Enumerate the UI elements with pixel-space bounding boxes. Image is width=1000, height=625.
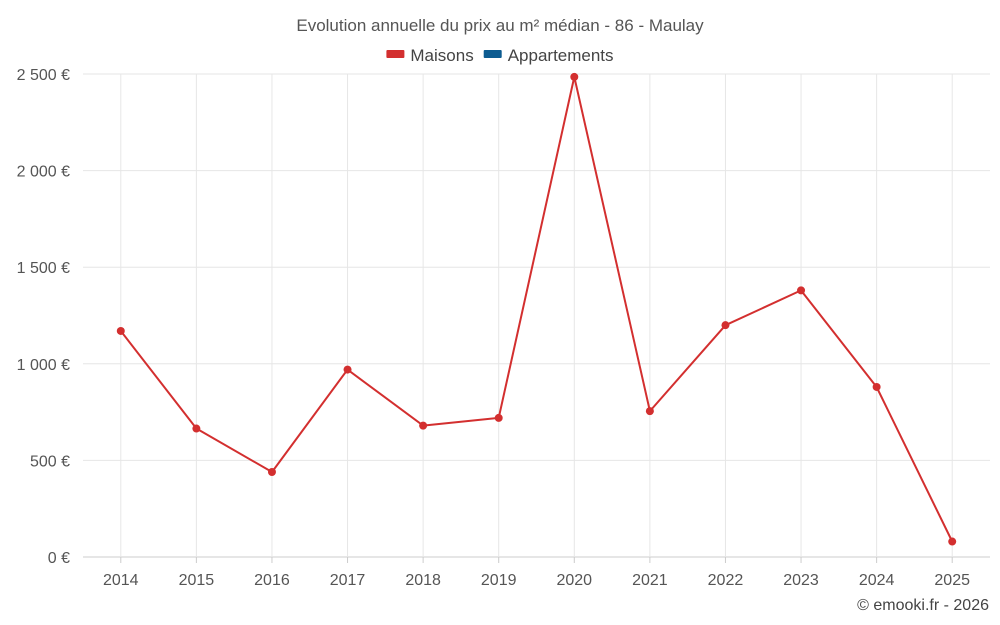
x-tick-label: 2021 [632,572,668,589]
legend-label: Appartements [508,46,614,65]
legend: Maisons Appartements [386,46,614,65]
data-point [721,321,730,330]
legend-swatch [483,50,502,58]
x-tick-label: 2022 [708,572,744,589]
legend-label: Maisons [410,46,473,65]
data-point [343,365,352,374]
x-axis: 2014 2015 2016 2017 2018 2019 2020 2021 2022 2023… [103,557,970,589]
y-tick-label: 0 € [48,550,70,567]
x-tick-label: 2015 [179,572,215,589]
legend-item-appartements: Appartements [483,46,614,65]
x-tick-label: 2020 [556,572,592,589]
legend-swatch [386,50,405,58]
credit-text: © emooki.fr - 2026 [857,597,989,614]
x-tick-label: 2023 [783,572,819,589]
x-tick-label: 2016 [254,572,290,589]
x-tick-label: 2019 [481,572,517,589]
data-point [116,326,125,335]
y-tick-label: 500 € [30,453,70,470]
data-point [948,537,957,546]
data-point [267,467,276,476]
x-tick-label: 2024 [859,572,895,589]
y-tick-label: 1 500 € [17,260,70,277]
series-line-maisons [120,75,954,542]
x-tick-label: 2014 [103,572,139,589]
y-tick-label: 2 000 € [17,164,70,181]
y-tick-label: 2 500 € [17,67,70,84]
data-point [872,382,881,391]
series-layer [116,72,957,546]
y-axis: 0 € 500 € 1 000 € 1 500 € 2 000 € 2 500 € [17,67,70,567]
grid [83,73,990,558]
data-point [494,413,503,422]
x-tick-label: 2025 [934,572,970,589]
x-tick-label: 2018 [405,572,441,589]
chart-title: Evolution annuelle du prix au m² médian … [296,16,704,35]
data-point [419,421,428,430]
legend-item-maisons: Maisons [386,46,474,65]
data-point [570,72,579,81]
x-tick-label: 2017 [330,572,366,589]
y-tick-label: 1 000 € [17,357,70,374]
data-point [192,424,201,433]
data-point [645,407,654,416]
data-point [797,286,806,295]
